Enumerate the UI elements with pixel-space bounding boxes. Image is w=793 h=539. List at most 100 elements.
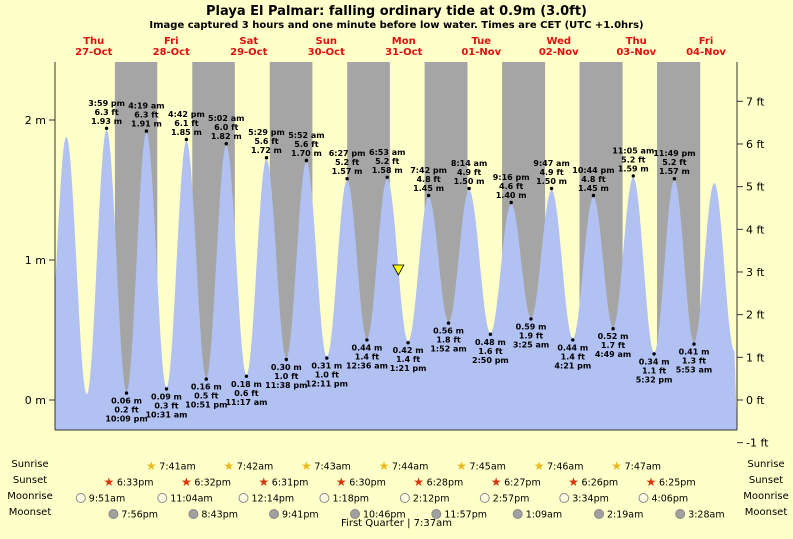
sunset-star-icon: ★ <box>413 475 424 489</box>
tide-event-dot <box>144 129 149 133</box>
sunrise-time: 7:42am <box>237 462 273 473</box>
high-tide-label: 9:47 am 4.9 ft 1.50 m <box>533 159 569 186</box>
tide-event-dot <box>509 200 513 205</box>
tide-event-dot <box>164 387 169 391</box>
moonset-row-label-right: Moonset <box>744 507 788 518</box>
moonrise-time: 12:14pm <box>252 494 295 505</box>
tide-event-dot <box>426 193 431 198</box>
low-tide-label: 0.44 m 1.4 ft 4:21 pm <box>554 343 591 370</box>
sunset-time: 6:31pm <box>272 478 309 489</box>
tide-event-dot <box>365 338 369 342</box>
sunset-time: 6:26pm <box>582 478 619 489</box>
moonset-row-label-left: Moonset <box>8 507 52 518</box>
tide-event-dot <box>104 126 109 130</box>
day-label: Fri 04-Nov <box>686 36 726 58</box>
low-tide-label: 0.06 m 0.2 ft 10:09 pm <box>105 397 147 424</box>
sunrise-time: 7:43am <box>314 462 350 473</box>
moonrise-moon-icon <box>157 493 168 503</box>
moonrise-row-label-left: Moonrise <box>7 491 53 502</box>
sunset-time: 6:28pm <box>427 478 464 489</box>
tide-event-dot <box>446 321 451 325</box>
high-tide-label: 8:14 am 4.9 ft 1.50 m <box>451 159 487 186</box>
tide-event-dot <box>611 327 615 331</box>
low-tide-label: 0.31 m 1.0 ft 12:11 pm <box>306 362 348 389</box>
sunrise-time: 7:41am <box>159 462 195 473</box>
sunset-time: 6:30pm <box>349 478 386 489</box>
moonrise-time: 2:12pm <box>413 494 450 505</box>
moonset-time: 1:09am <box>526 510 562 521</box>
tide-event-dot <box>385 175 389 179</box>
high-tide-label: 11:05 am 5.2 ft 1.59 m <box>612 146 654 173</box>
moonset-time: 11:57pm <box>444 510 487 521</box>
moonset-time: 3:28am <box>688 510 724 521</box>
tide-annotations: 3:59 pm 6.3 ft 1.93 m 0.06 m 0.2 ft 10:09 pm 4… <box>88 99 712 424</box>
tide-event-dot <box>224 142 228 146</box>
tide-event-dot <box>184 137 189 142</box>
page-subtitle: Image captured 3 hours and one minute be… <box>149 20 644 31</box>
low-tide-label: 0.41 m 1.3 ft 5:53 am <box>676 348 712 375</box>
right-axis-label: 1 ft <box>746 351 765 364</box>
left-axis-label: 0 m <box>25 394 46 407</box>
low-tide-label: 0.16 m 0.5 ft 10:51 pm <box>185 383 227 410</box>
sunrise-star-icon: ★ <box>379 459 390 473</box>
right-axis-label: 5 ft <box>746 181 765 194</box>
sunset-time: 6:27pm <box>504 478 541 489</box>
tide-event-dot <box>631 174 635 178</box>
tide-event-dot <box>529 317 533 321</box>
tide-event-dot <box>488 332 493 336</box>
moonrise-moon-icon <box>319 493 330 503</box>
tide-event-dot <box>345 177 349 181</box>
page-title: Playa El Palmar: falling ordinary tide a… <box>206 4 587 19</box>
sunset-time: 6:25pm <box>659 478 696 489</box>
moonrise-time: 2:57pm <box>493 494 530 505</box>
high-tide-label: 9:16 pm 4.6 ft 1.40 m <box>493 173 530 200</box>
day-labels: Thu 27-Oct Fri 28-Oct Sat 29-Oct Sun 30-Oct Mon 3… <box>75 36 726 58</box>
high-tide-label: 4:19 am 6.3 ft 1.91 m <box>128 102 164 129</box>
sunrise-time: 7:46am <box>547 462 583 473</box>
right-axis-label: 6 ft <box>746 138 765 151</box>
tide-event-dot <box>549 186 554 191</box>
tide-event-dot <box>692 342 696 346</box>
low-tide-label: 0.44 m 1.4 ft 12:36 am <box>346 343 388 370</box>
high-tide-label: 3:59 pm 6.3 ft 1.93 m <box>88 99 125 126</box>
axes: 2 m 1 m 0 m 7 ft 6 ft 5 ft 4 ft 3 ft 2 ft 1 ft 0 f… <box>25 62 769 450</box>
high-tide-label: 5:52 am 5.6 ft 1.70 m <box>288 131 324 158</box>
plot-area <box>55 62 737 430</box>
sunset-time: 6:33pm <box>117 478 154 489</box>
left-axis-label: 2 m <box>25 114 46 127</box>
low-tide-label: 0.42 m 1.4 ft 1:21 pm <box>390 346 427 373</box>
sunset-star-icon: ★ <box>646 475 657 489</box>
sunrise-time: 7:44am <box>392 462 428 473</box>
moonset-time: 2:19am <box>607 510 643 521</box>
tide-event-dot <box>467 186 471 191</box>
tide-event-dot <box>124 391 129 395</box>
tide-event-dot <box>652 352 656 356</box>
high-tide-label: 5:02 am 6.0 ft 1.82 m <box>208 114 244 141</box>
sunrise-star-icon: ★ <box>223 459 234 473</box>
moonrise-time: 9:51am <box>89 494 125 505</box>
moonrise-moon-icon <box>399 493 410 503</box>
sunset-star-icon: ★ <box>104 475 115 489</box>
sunrise-time: 7:47am <box>625 462 661 473</box>
sunset-star-icon: ★ <box>181 475 192 489</box>
day-label: Thu 27-Oct <box>75 36 112 58</box>
sunrise-row-label-right: Sunrise <box>747 459 785 470</box>
right-axis-label: -1 ft <box>746 437 769 450</box>
moonset-moon-icon <box>108 509 119 519</box>
moon-phase-footer: First Quarter | 7:37am <box>341 518 452 529</box>
sunset-star-icon: ★ <box>568 475 579 489</box>
low-tide-label: 0.52 m 1.7 ft 4:49 am <box>595 332 631 359</box>
sunrise-star-icon: ★ <box>611 459 622 473</box>
tide-event-dot <box>244 374 249 378</box>
moonset-time: 10:46pm <box>363 510 406 521</box>
tide-event-dot <box>284 357 288 362</box>
right-axis-label: 7 ft <box>746 95 765 108</box>
moonset-time: 7:56pm <box>121 510 158 521</box>
tide-curve-area <box>55 129 737 430</box>
tide-event-dot <box>304 158 309 163</box>
moonrise-moon-icon <box>238 493 249 503</box>
tide-event-dot <box>591 193 596 198</box>
day-label: Sun 30-Oct <box>308 36 345 58</box>
moonrise-time: 3:34pm <box>572 494 609 505</box>
